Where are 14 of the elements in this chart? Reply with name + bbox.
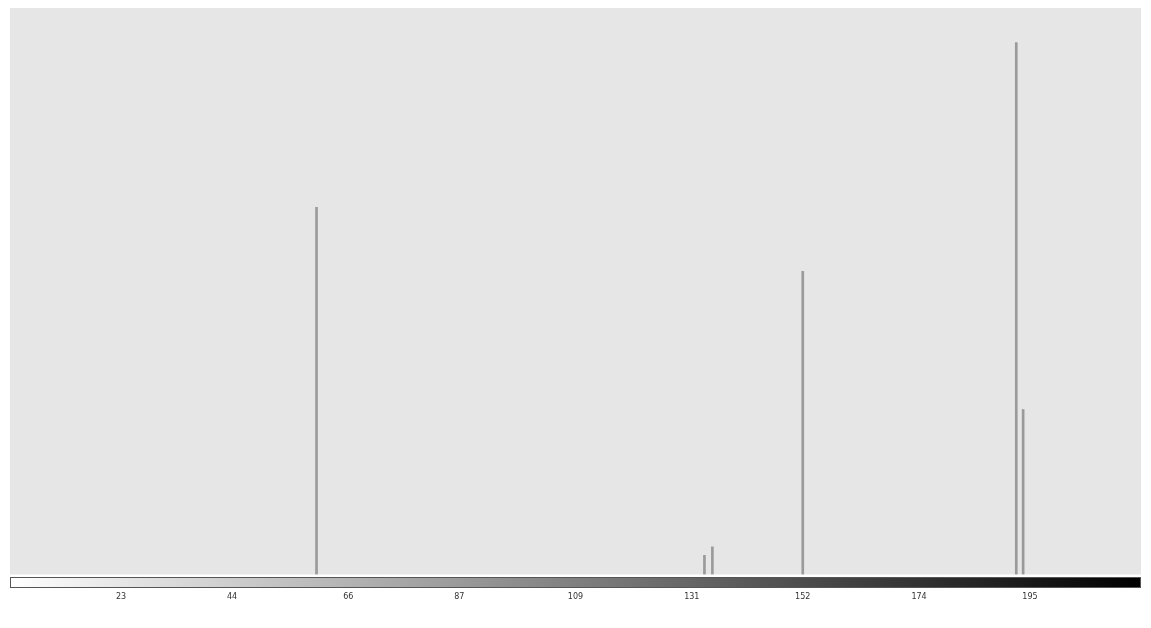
bar [711,546,714,575]
x-tick-label: 109 [567,592,584,602]
x-tick-label: 174 [911,592,927,602]
x-tick-label: 87 [454,592,465,602]
x-tick-label: 66 [343,592,354,602]
x-tick-label: 23 [115,592,127,602]
bar [703,554,706,575]
bar [1014,42,1018,575]
x-tick-label: 131 [684,592,700,602]
x-tick-label: 152 [795,592,811,602]
bar [801,270,805,575]
x-tick-label: 44 [226,592,238,602]
x-tick-label: 195 [1022,592,1038,602]
bar [315,207,318,575]
